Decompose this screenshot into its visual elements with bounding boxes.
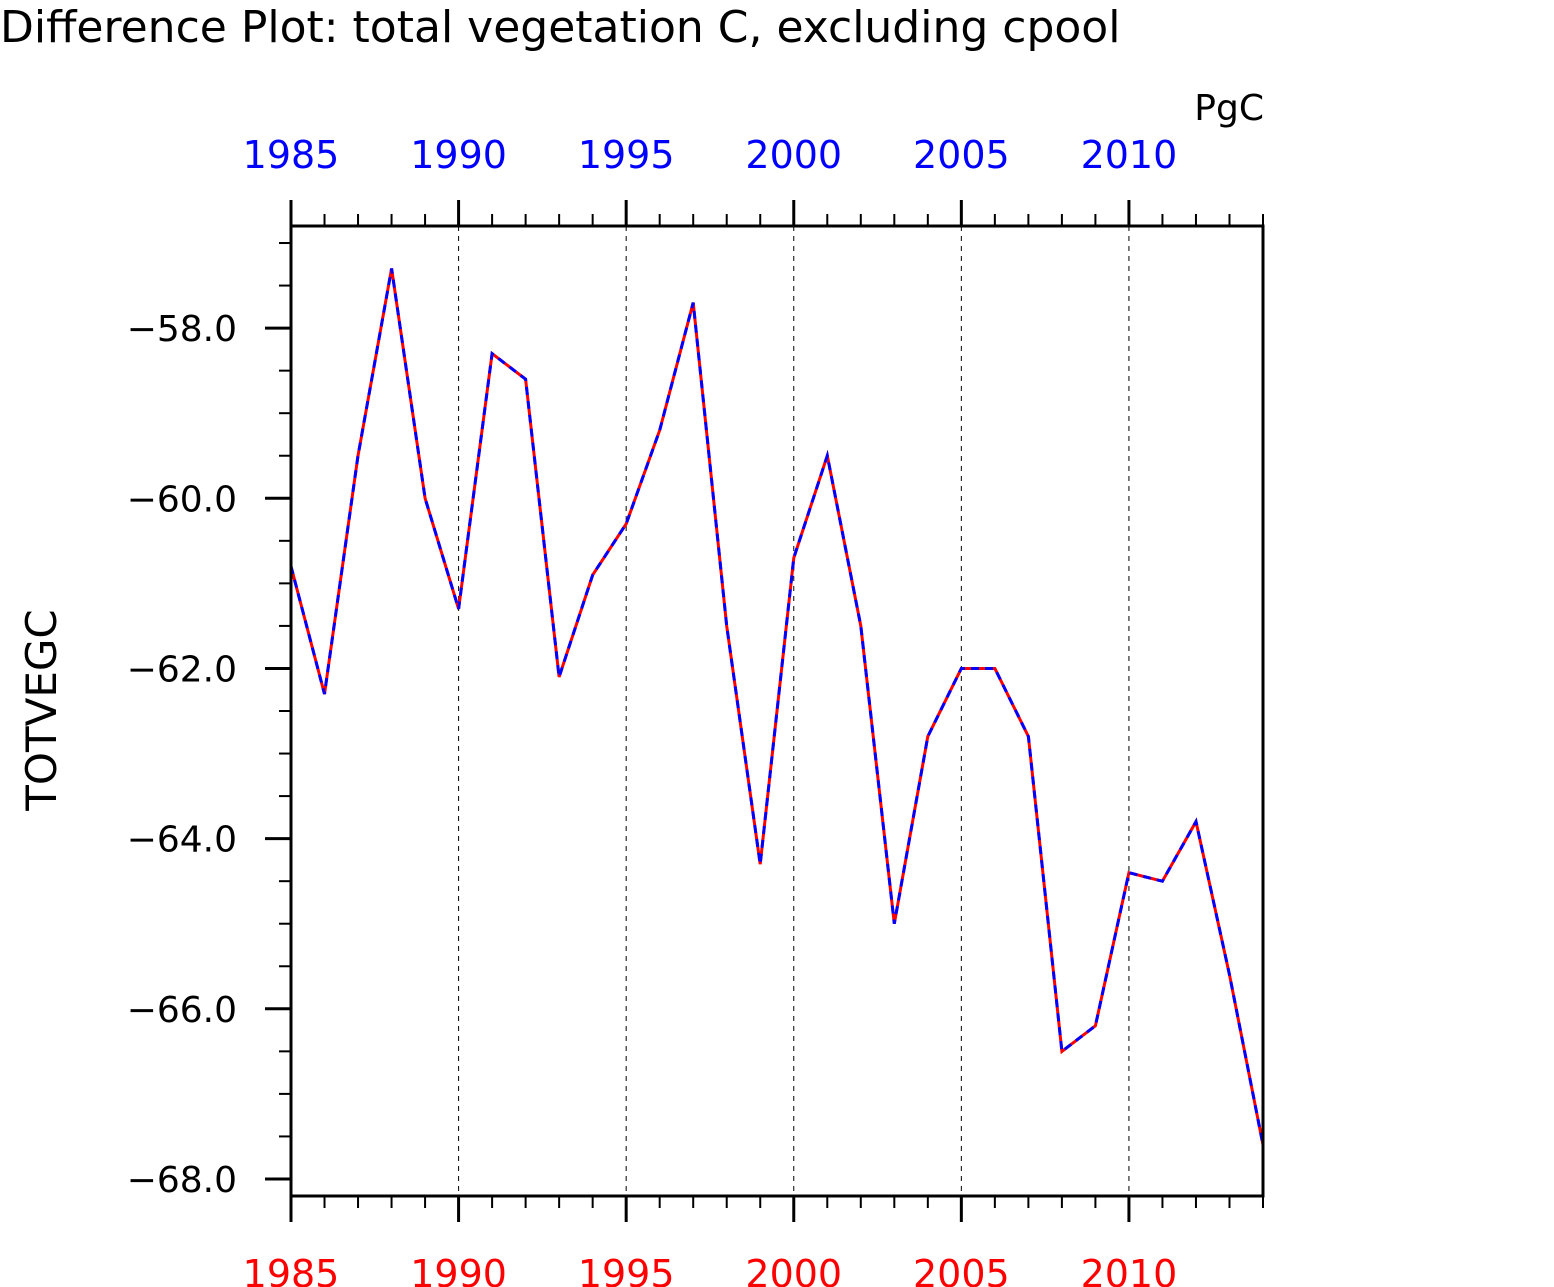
x-tick-label-top: 1990 [410, 133, 507, 177]
y-tick-label: −58.0 [127, 309, 237, 350]
series-lines [289, 268, 1265, 1146]
x-tick-label-bottom: 2005 [913, 1252, 1010, 1287]
x-tick-label-bottom: 1995 [578, 1252, 675, 1287]
y-tick-label: −64.0 [127, 820, 237, 861]
y-tick-label: −60.0 [127, 479, 237, 520]
axis-ticks [265, 200, 1264, 1222]
vertical-grid-lines [458, 226, 1130, 1196]
series-line-1 [289, 268, 1265, 1146]
y-tick-label: −68.0 [127, 1160, 237, 1201]
x-tick-label-top: 2010 [1081, 133, 1178, 177]
x-tick-label-top: 1995 [578, 133, 675, 177]
chart-title: Difference Plot: total vegetation C, exc… [0, 2, 1120, 53]
units-label: PgC [1194, 88, 1264, 129]
x-tick-label-bottom: 1990 [410, 1252, 507, 1287]
x-tick-label-top: 2000 [745, 133, 842, 177]
y-axis-label: TOTVEGC [17, 609, 66, 812]
x-tick-label-bottom: 2000 [745, 1252, 842, 1287]
x-tick-label-top: 1985 [243, 133, 340, 177]
tick-labels: 1985 1985 1990 1990 1995 1995 2000 2000 2005 2005… [127, 133, 1178, 1287]
series-line-2 [289, 268, 1265, 1146]
y-tick-label: −66.0 [127, 990, 237, 1031]
x-tick-label-bottom: 1985 [243, 1252, 340, 1287]
y-tick-label: −62.0 [127, 649, 237, 690]
x-tick-label-bottom: 2010 [1081, 1252, 1178, 1287]
x-tick-label-top: 2005 [913, 133, 1010, 177]
plot-frame [289, 224, 1265, 1198]
